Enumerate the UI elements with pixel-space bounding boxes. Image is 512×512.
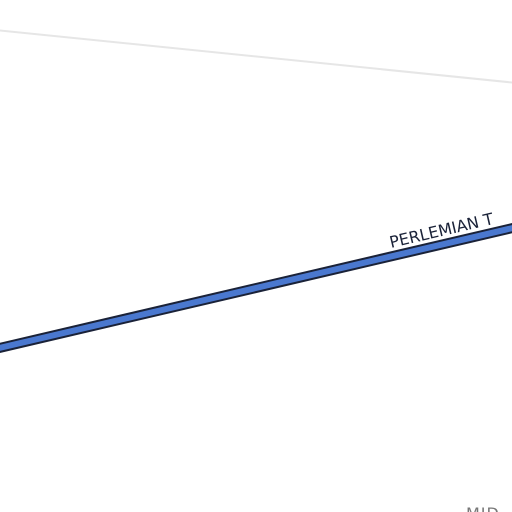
area-label: MID <box>466 504 500 512</box>
major-road <box>0 225 512 351</box>
minor-road <box>0 29 512 84</box>
